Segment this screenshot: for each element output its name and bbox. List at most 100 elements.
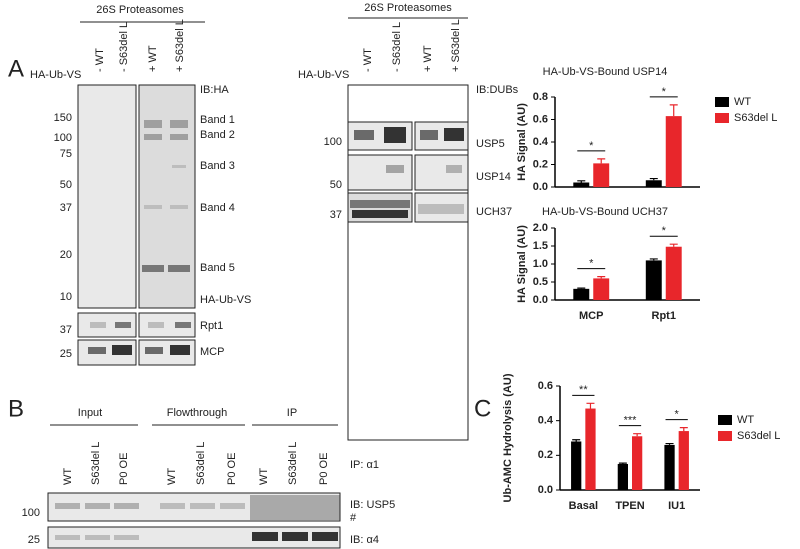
error-bar <box>649 258 658 261</box>
band-label: HA-Ub-VS <box>200 294 251 306</box>
panel-label: B <box>8 395 24 422</box>
significance-label: * <box>662 86 667 98</box>
y-tick-label: 0.0 <box>533 181 548 193</box>
bar <box>585 408 596 490</box>
mw-marker: 25 <box>60 348 72 360</box>
bar <box>645 260 662 300</box>
y-tick-label: 0.5 <box>533 276 548 288</box>
error-bar <box>669 243 678 247</box>
y-tick-label: 0.4 <box>533 136 549 148</box>
y-tick-label: 1.0 <box>533 258 548 270</box>
ib-label: IB:DUBs <box>476 84 519 96</box>
mw-marker: 10 <box>60 291 72 303</box>
significance-label: * <box>589 258 594 270</box>
loading-label: Rpt1 <box>200 320 223 332</box>
bar <box>617 464 628 490</box>
mw-marker: 50 <box>330 179 342 191</box>
error-bar <box>597 158 606 164</box>
lane-label: S63del L <box>90 442 102 485</box>
lane-label: P0 OE <box>118 453 130 485</box>
error-bar <box>572 439 581 442</box>
error-bar <box>665 442 674 445</box>
x-tick-label: TPEN <box>615 500 644 512</box>
error-bar <box>577 180 586 183</box>
ib-label: IB:HA <box>200 84 229 96</box>
mw-marker: 100 <box>22 507 40 519</box>
x-tick-label: IU1 <box>668 500 685 512</box>
lane-label: + S63del L <box>450 19 462 72</box>
ib-label: IB: USP5 <box>350 499 395 511</box>
error-bar <box>679 427 688 432</box>
mw-marker: 150 <box>54 112 72 124</box>
lane-label: P0 OE <box>318 453 330 485</box>
mw-marker: 37 <box>60 202 72 214</box>
legend-swatch <box>715 97 729 107</box>
error-bar <box>649 177 658 181</box>
lane-label: + WT <box>147 45 159 72</box>
bar <box>645 180 662 187</box>
lane-label: P0 OE <box>226 453 238 485</box>
bar <box>573 288 590 300</box>
band-label: Band 5 <box>200 262 235 274</box>
band-label: Band 3 <box>200 160 235 172</box>
chart-title: HA-Ub-VS-Bound USP14 <box>543 66 668 78</box>
dub-label: USP14 <box>476 171 511 183</box>
error-bar <box>597 276 606 279</box>
lane-label: - WT <box>94 48 106 72</box>
x-tick-label: MCP <box>579 310 603 322</box>
header: 26S Proteasomes <box>96 4 184 16</box>
chart-title: HA-Ub-VS-Bound UCH37 <box>542 206 668 218</box>
ip-label: IP: α1 <box>350 459 379 471</box>
band-label: Band 4 <box>200 202 235 214</box>
legend-label: S63del L <box>737 430 780 442</box>
lane-label: + WT <box>422 45 434 72</box>
bar <box>593 163 610 187</box>
band-label: Band 2 <box>200 129 235 141</box>
bar <box>664 444 675 490</box>
error-bar <box>577 287 586 289</box>
significance-label: * <box>675 409 680 421</box>
blot <box>77 84 196 366</box>
legend-label: WT <box>734 96 751 108</box>
dub-label: USP5 <box>476 138 505 150</box>
probe-label: HA-Ub-VS <box>298 69 349 81</box>
panel-label: A <box>8 55 24 82</box>
mw-marker: 100 <box>54 132 72 144</box>
y-tick-label: 0.6 <box>533 113 548 125</box>
group-header: Input <box>78 407 102 419</box>
bar <box>573 182 590 187</box>
y-tick-label: 0.6 <box>538 380 553 392</box>
error-bar <box>618 462 627 464</box>
mw-marker: 20 <box>60 249 72 261</box>
x-tick-label: Rpt1 <box>652 310 676 322</box>
loading-label: MCP <box>200 346 224 358</box>
bar <box>678 431 689 490</box>
y-axis-label: HA Signal (AU) <box>516 103 528 181</box>
significance-label: *** <box>624 415 638 427</box>
bar <box>665 246 682 300</box>
y-tick-label: 0.4 <box>538 415 554 427</box>
lane-label: + S63del L <box>174 19 186 72</box>
y-tick-label: 0.0 <box>533 294 548 306</box>
mw-marker: 100 <box>324 136 342 148</box>
blot <box>47 492 341 549</box>
band-label: Band 1 <box>200 114 235 126</box>
legend-swatch <box>718 415 732 425</box>
y-tick-label: 0.8 <box>533 91 548 103</box>
legend-label: WT <box>737 414 754 426</box>
lane-label: S63del L <box>287 442 299 485</box>
significance-label: * <box>662 225 667 237</box>
note: # <box>350 512 357 524</box>
dub-label: UCH37 <box>476 206 512 218</box>
y-tick-label: 1.5 <box>533 240 548 252</box>
mw-marker: 75 <box>60 148 72 160</box>
error-bar <box>669 104 678 117</box>
legend-swatch <box>718 431 732 441</box>
error-bar <box>586 402 595 409</box>
significance-label: ** <box>579 384 588 396</box>
mw-marker: 37 <box>60 324 72 336</box>
y-tick-label: 0.0 <box>538 484 553 496</box>
y-axis-label: HA Signal (AU) <box>516 225 528 303</box>
y-tick-label: 0.2 <box>538 449 553 461</box>
